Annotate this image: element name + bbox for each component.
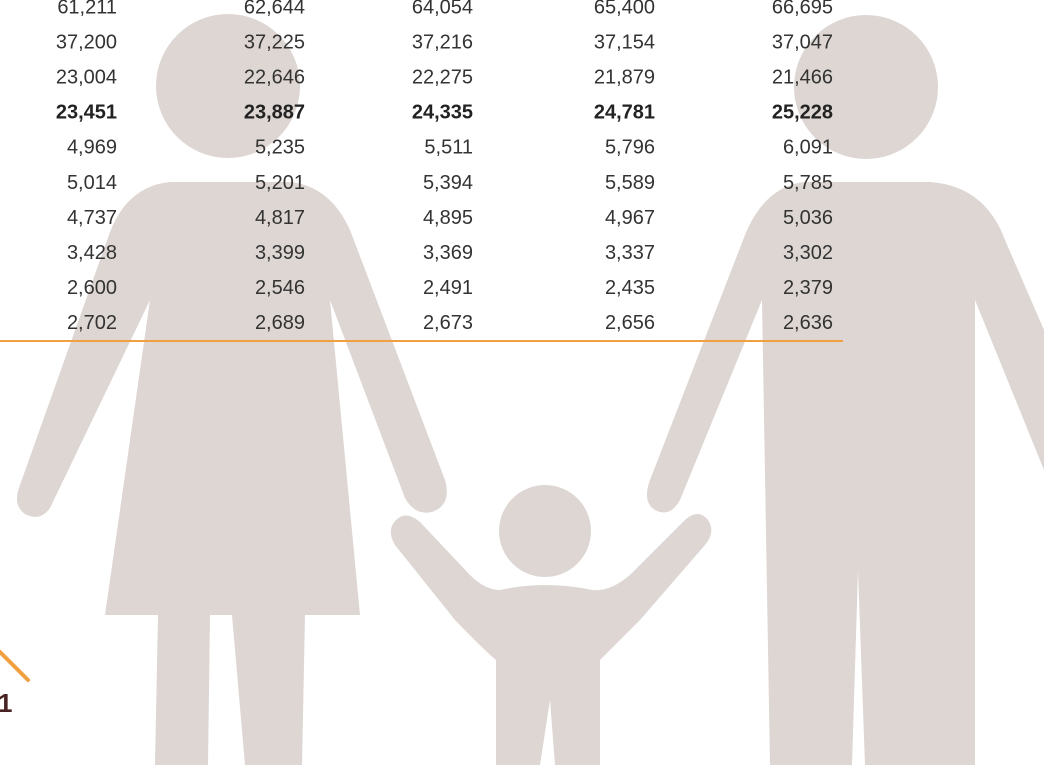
- table-cell: 21,466: [772, 66, 833, 88]
- table-cell: 4,737: [67, 207, 117, 229]
- table-cell: 5,014: [67, 172, 117, 194]
- table-cell: 23,004: [56, 66, 117, 88]
- table-cell: 2,673: [423, 312, 473, 334]
- table-cell: 2,636: [783, 312, 833, 334]
- data-table: 61,211 62,644 64,054 65,400 66,695 37,200 37,2…: [56, 0, 833, 334]
- table-cell: 5,796: [605, 137, 655, 159]
- table-cell: 6,091: [783, 137, 833, 159]
- table-cell: 5,235: [255, 137, 305, 159]
- table-cell: 2,546: [255, 277, 305, 299]
- table-cell: 22,646: [244, 66, 305, 88]
- table-cell: 37,154: [594, 31, 655, 53]
- table-cell: 5,511: [424, 137, 473, 159]
- table-cell: 64,054: [412, 0, 473, 18]
- table-cell: 5,785: [783, 172, 833, 194]
- table-cell: 2,491: [423, 277, 473, 299]
- table-cell: 66,695: [772, 0, 833, 18]
- table-cell: 2,379: [783, 277, 833, 299]
- table-cell: 65,400: [594, 0, 655, 18]
- table-cell: 21,879: [594, 66, 655, 88]
- table-cell: 5,394: [423, 172, 473, 194]
- table-cell: 4,895: [423, 207, 473, 229]
- table-cell: 3,399: [255, 242, 305, 264]
- table-cell: 24,335: [412, 102, 473, 124]
- table-cell: 37,200: [56, 31, 117, 53]
- table-cell: 37,225: [244, 31, 305, 53]
- table-cell: 2,656: [605, 312, 655, 334]
- table-cell: 37,047: [772, 31, 833, 53]
- family-silhouette: [16, 14, 1044, 765]
- table-cell: 5,589: [605, 172, 655, 194]
- table-cell: 5,201: [255, 172, 305, 194]
- table-cell: 23,887: [244, 102, 305, 124]
- table-cell: 3,428: [67, 242, 117, 264]
- table-cell: 2,702: [67, 312, 117, 334]
- table-cell: 22,275: [412, 66, 473, 88]
- corner-accent: [0, 650, 30, 682]
- table-cell: 37,216: [412, 31, 473, 53]
- table-cell: 25,228: [772, 102, 833, 124]
- table-cell: 2,600: [67, 277, 117, 299]
- table-cell: 61,211: [57, 0, 117, 18]
- table-cell: 2,689: [255, 312, 305, 334]
- table-cell: 4,967: [605, 207, 655, 229]
- table-cell: 3,369: [423, 242, 473, 264]
- page-number: 1: [0, 688, 12, 718]
- table-cell: 4,969: [67, 137, 117, 159]
- table-cell: 62,644: [244, 0, 305, 18]
- table-cell: 23,451: [56, 102, 117, 124]
- table-cell: 3,302: [783, 242, 833, 264]
- table-cell: 24,781: [594, 102, 655, 124]
- table-cell: 4,817: [255, 207, 305, 229]
- table-cell: 3,337: [605, 242, 655, 264]
- table-cell: 2,435: [605, 277, 655, 299]
- table-cell: 5,036: [783, 207, 833, 229]
